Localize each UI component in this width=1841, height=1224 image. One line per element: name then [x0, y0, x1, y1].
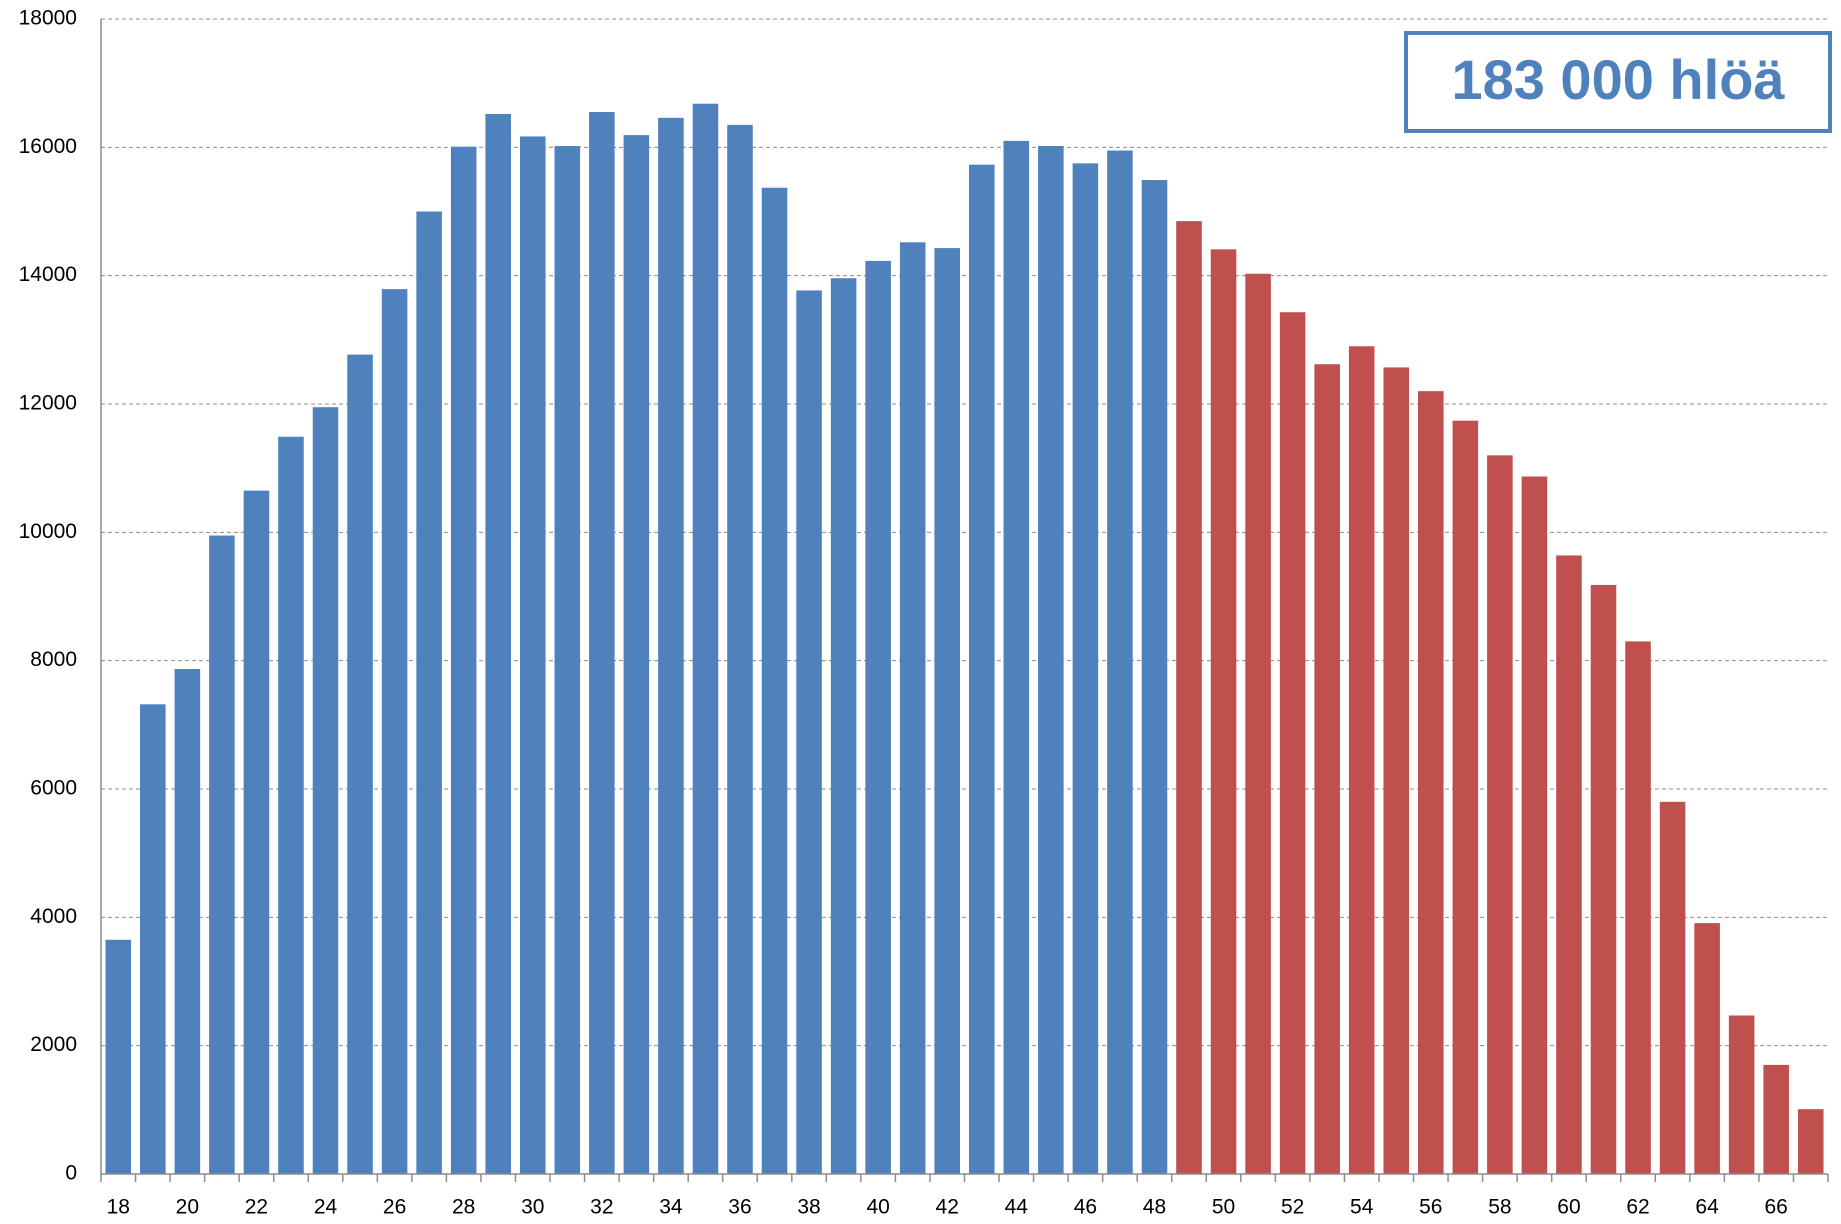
x-tick-label: 48 [1143, 1196, 1166, 1219]
y-tick-label: 12000 [19, 392, 77, 415]
x-tick-label: 38 [797, 1196, 820, 1219]
x-tick-label: 64 [1695, 1196, 1719, 1219]
bar [1487, 455, 1513, 1174]
bar [105, 939, 132, 1174]
y-tick-label: 2000 [30, 1033, 77, 1056]
bar [485, 113, 511, 1174]
bar [727, 124, 753, 1174]
y-tick-label: 10000 [19, 520, 77, 543]
bar [899, 242, 926, 1175]
bar [623, 135, 650, 1175]
bar [278, 436, 304, 1175]
annotation: 183 000 hlöä [1451, 48, 1785, 111]
bar [140, 704, 166, 1174]
x-tick-label: 18 [107, 1196, 130, 1219]
bar [865, 260, 891, 1174]
x-tick-label: 26 [383, 1196, 406, 1219]
x-tick-label: 34 [659, 1196, 683, 1219]
x-tick-label: 20 [176, 1196, 199, 1219]
bar [554, 146, 581, 1174]
bar [1176, 221, 1202, 1174]
bar [934, 248, 961, 1174]
x-tick-label: 58 [1488, 1196, 1511, 1219]
bar [1348, 346, 1375, 1174]
bar [381, 289, 408, 1174]
bar [1279, 312, 1306, 1174]
bar [1625, 641, 1651, 1174]
bar [796, 290, 822, 1174]
y-tick-label: 14000 [19, 263, 77, 286]
bar [1659, 801, 1686, 1174]
bar [1245, 273, 1271, 1174]
bar [1728, 1015, 1755, 1174]
bar [1038, 146, 1064, 1174]
bar [830, 278, 857, 1174]
x-tick-label: 40 [866, 1196, 889, 1219]
bar [1383, 367, 1410, 1174]
bar [761, 187, 788, 1175]
bar [1141, 180, 1168, 1174]
bar [1556, 555, 1582, 1174]
x-tick-label: 46 [1074, 1196, 1097, 1219]
bar [209, 535, 235, 1174]
bar [1452, 420, 1479, 1174]
x-tick-label: 54 [1350, 1196, 1374, 1219]
bar [1521, 476, 1548, 1175]
bar [1210, 249, 1237, 1174]
bar [1694, 923, 1720, 1174]
x-tick-label: 50 [1212, 1196, 1235, 1219]
x-tick-label: 22 [245, 1196, 268, 1219]
annotation-box [1404, 31, 1832, 133]
bar [1590, 584, 1617, 1174]
y-tick-label: 6000 [30, 777, 77, 800]
x-tick-label: 60 [1557, 1196, 1580, 1219]
y-tick-label: 4000 [30, 905, 77, 928]
bar [1072, 163, 1099, 1174]
x-tick-label: 62 [1626, 1196, 1649, 1219]
bar [1107, 150, 1133, 1174]
x-tick-label: 66 [1765, 1196, 1788, 1219]
bar [968, 164, 995, 1175]
bar [450, 146, 477, 1175]
bar [519, 136, 546, 1174]
x-tick-label: 30 [521, 1196, 544, 1219]
y-tick-label: 18000 [19, 7, 77, 30]
bar [243, 490, 270, 1174]
x-tick-label: 32 [590, 1196, 613, 1219]
x-tick-label: 56 [1419, 1196, 1442, 1219]
y-tick-label: 16000 [19, 135, 77, 158]
bar [347, 354, 373, 1174]
bar [1314, 364, 1340, 1174]
bar [416, 211, 442, 1174]
x-tick-label: 36 [728, 1196, 751, 1219]
bar [1763, 1064, 1789, 1174]
x-tick-label: 52 [1281, 1196, 1304, 1219]
bar [658, 117, 684, 1175]
x-tick-label: 24 [314, 1196, 338, 1219]
bar [1003, 140, 1030, 1175]
bar [1797, 1109, 1824, 1174]
x-tick-label: 44 [1005, 1196, 1029, 1219]
bar [1418, 391, 1444, 1175]
bar [312, 407, 339, 1174]
x-tick-label: 42 [936, 1196, 959, 1219]
y-tick-label: 8000 [30, 648, 77, 671]
bar [174, 669, 201, 1174]
x-tick-label: 28 [452, 1196, 475, 1219]
y-tick-label: 0 [65, 1162, 77, 1185]
bar [589, 112, 615, 1175]
bar [692, 103, 719, 1175]
